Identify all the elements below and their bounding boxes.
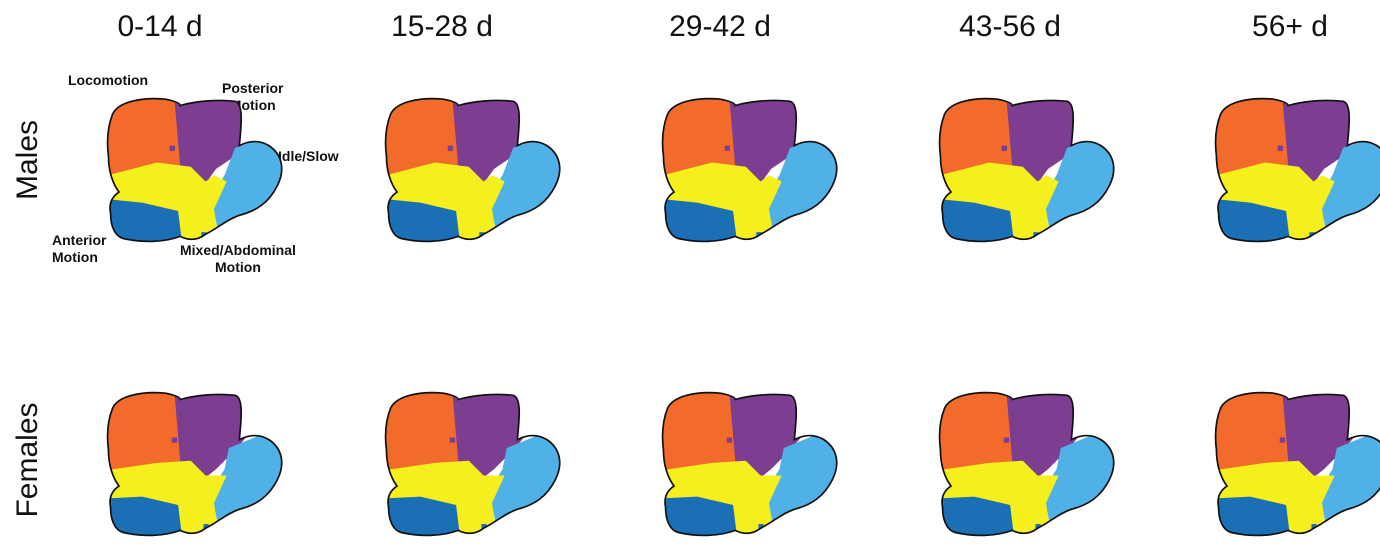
behavior-regions	[378, 387, 568, 546]
behavior-regions	[100, 93, 290, 252]
map-svg	[932, 92, 1122, 252]
map-panel-females-43-56d	[932, 386, 1122, 546]
annotation-anterior-motion: Anterior Motion	[52, 232, 106, 266]
region-speckle-posterior	[1002, 146, 1007, 151]
map-panel-males-0-14d	[100, 92, 290, 252]
map-panel-males-15-28d	[378, 92, 568, 252]
map-panel-males-29-42d	[655, 92, 845, 252]
map-panel-females-0-14d	[100, 386, 290, 546]
map-panel-males-56plus-d	[1208, 92, 1380, 252]
region-speckle-idle	[519, 448, 524, 453]
region-speckle-idle	[1073, 448, 1078, 453]
annotation-anterior-line2: Motion	[52, 249, 106, 266]
map-svg	[1208, 386, 1380, 546]
region-speckle-posterior	[170, 146, 175, 151]
annotation-anterior-line1: Anterior	[52, 232, 106, 249]
map-svg	[378, 92, 568, 252]
behavior-regions	[100, 387, 290, 546]
row-label-females: Females	[11, 402, 45, 517]
region-speckle-idle	[1349, 448, 1354, 453]
column-title-43-56d: 43-56 d	[959, 10, 1061, 44]
region-speckle-idle	[796, 448, 801, 453]
region-speckle-posterior	[1280, 438, 1285, 443]
annotation-locomotion: Locomotion	[68, 72, 148, 89]
annotation-mixed-line2: Motion	[180, 259, 296, 276]
region-speckle-posterior	[1278, 146, 1283, 151]
region-speckle-idle	[241, 448, 246, 453]
behavior-regions	[378, 93, 568, 252]
region-speckle-posterior	[725, 146, 730, 151]
map-svg	[378, 386, 568, 546]
map-svg	[100, 92, 290, 252]
map-svg	[1208, 92, 1380, 252]
row-label-males: Males	[11, 120, 45, 200]
behavior-regions	[655, 387, 845, 546]
map-panel-females-56plus-d	[1208, 386, 1380, 546]
map-svg	[655, 92, 845, 252]
behavior-regions	[932, 387, 1122, 546]
column-title-0-14d: 0-14 d	[117, 10, 202, 44]
region-speckle-posterior	[172, 438, 177, 443]
column-title-56plus-d: 56+ d	[1252, 10, 1328, 44]
region-speckle-idle	[517, 156, 522, 161]
behavior-regions	[1208, 93, 1380, 252]
column-title-15-28d: 15-28 d	[391, 10, 493, 44]
map-panel-males-43-56d	[932, 92, 1122, 252]
map-svg	[655, 386, 845, 546]
region-speckle-idle	[1347, 156, 1352, 161]
behavior-regions	[1208, 387, 1380, 546]
region-speckle-posterior	[1004, 438, 1009, 443]
region-speckle-posterior	[448, 146, 453, 151]
map-svg	[932, 386, 1122, 546]
region-speckle-posterior	[727, 438, 732, 443]
map-svg	[100, 386, 290, 546]
behavior-regions	[932, 93, 1122, 252]
column-title-29-42d: 29-42 d	[669, 10, 771, 44]
region-speckle-idle	[1071, 156, 1076, 161]
region-speckle-posterior	[450, 438, 455, 443]
map-panel-females-29-42d	[655, 386, 845, 546]
behavior-regions	[655, 93, 845, 252]
region-speckle-idle	[239, 156, 244, 161]
map-panel-females-15-28d	[378, 386, 568, 546]
region-speckle-idle	[794, 156, 799, 161]
